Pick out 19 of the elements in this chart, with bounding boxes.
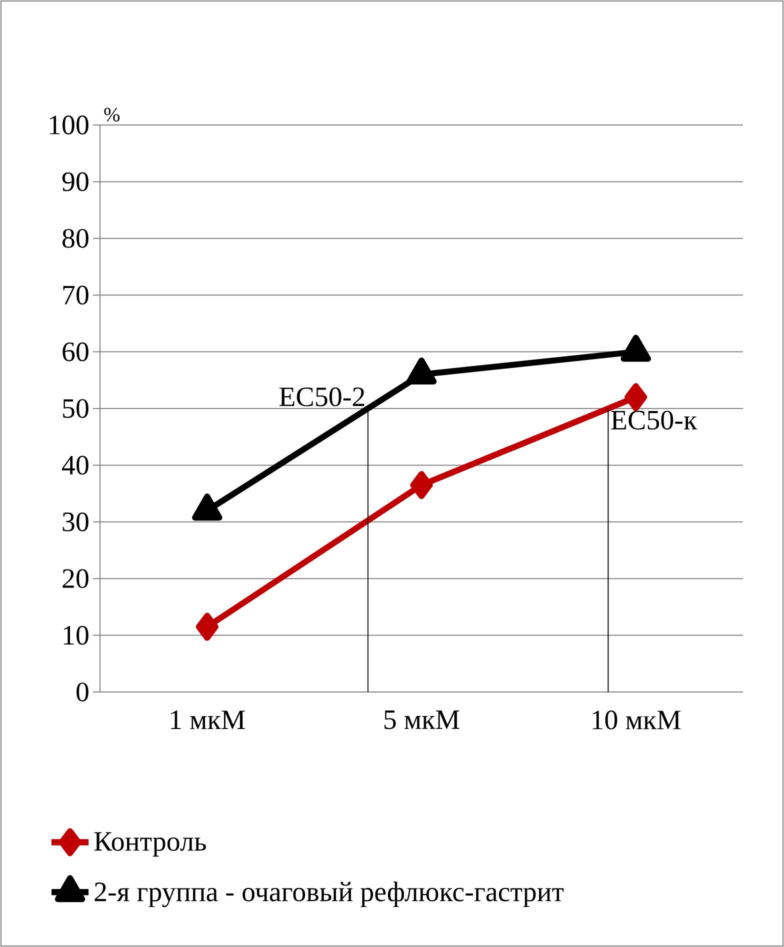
y-tick-label: 80	[62, 228, 88, 248]
legend-label: 2-я группа - очаговый рефлюкс-гастрит	[94, 882, 564, 908]
y-tick-label: 70	[63, 286, 88, 305]
legend-label: Контроль	[94, 832, 206, 857]
y-tick-label: 0	[76, 682, 88, 702]
y-tick-label: 10	[64, 626, 88, 645]
x-tick-label: 10 мкМ	[592, 710, 681, 730]
y-tick-label: 100	[50, 116, 88, 134]
annotation: EC50-2	[279, 387, 364, 406]
annotation: EC50-к	[611, 410, 698, 430]
y-tick-label: 40	[62, 456, 88, 475]
y-tick-label: 20	[62, 569, 88, 588]
y-axis-title: %	[104, 108, 120, 122]
y-tick-label: 50	[63, 399, 88, 418]
y-tick-label: 90	[62, 172, 88, 192]
y-tick-label: 30	[62, 512, 88, 532]
y-tick-label: 60	[62, 342, 88, 362]
x-tick-label: 1 мкМ	[171, 710, 245, 730]
x-tick-label: 5 мкМ	[384, 710, 460, 730]
